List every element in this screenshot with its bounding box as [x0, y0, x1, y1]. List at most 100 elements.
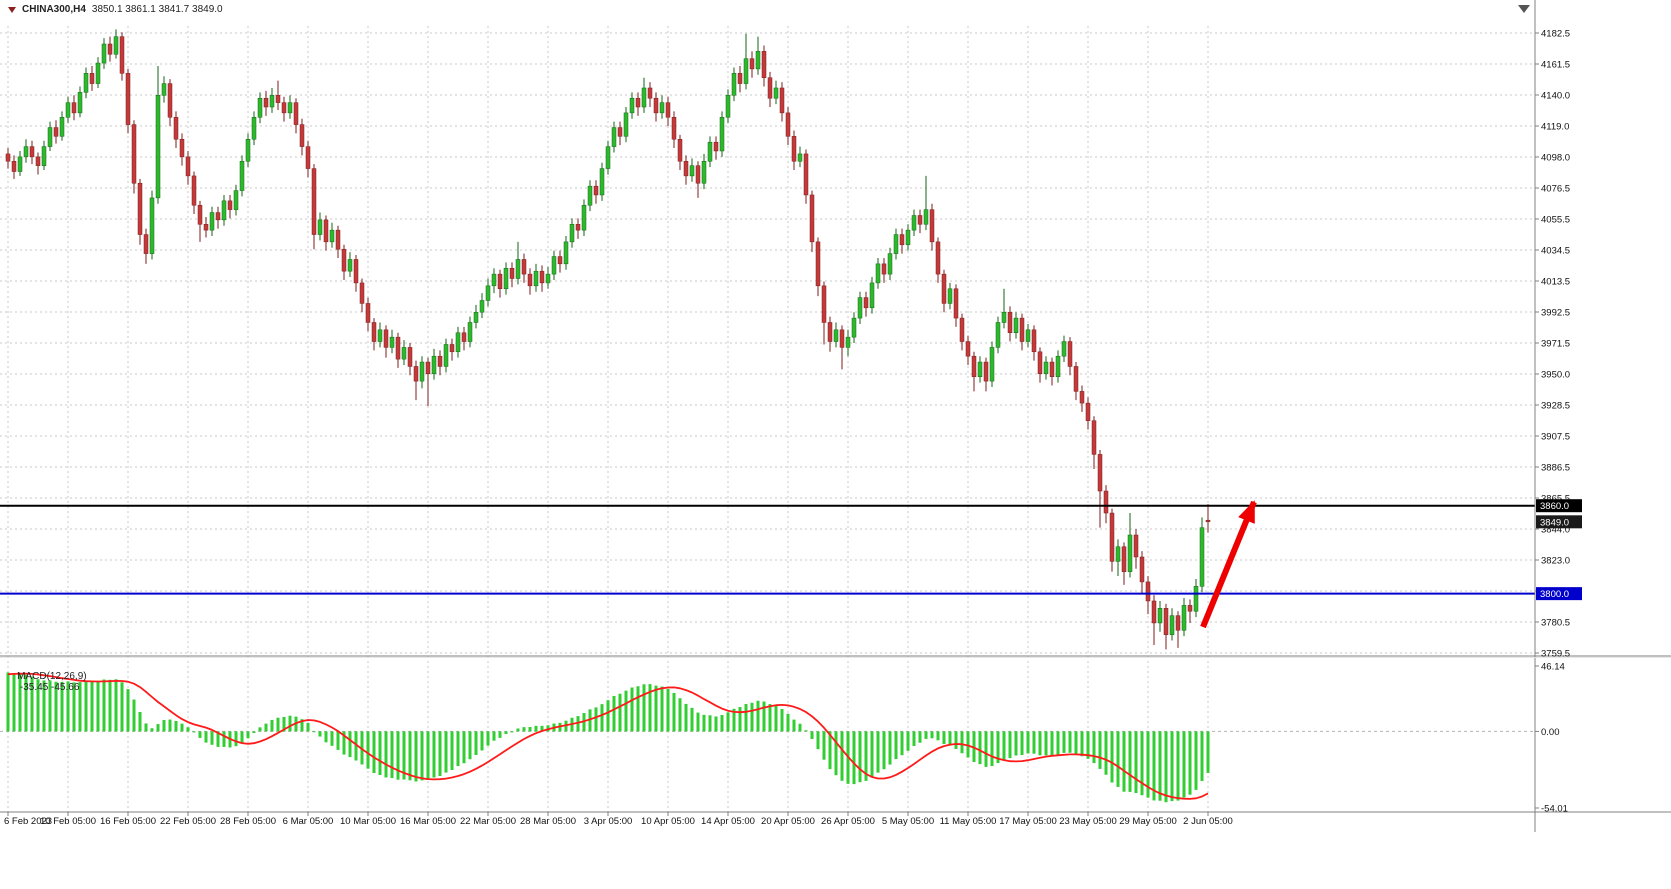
- candle-body: [185, 156, 191, 177]
- candle-body: [575, 224, 581, 231]
- macd-histogram-bar: [582, 713, 586, 732]
- macd-histogram-bar: [426, 731, 430, 780]
- candle-body: [407, 347, 413, 367]
- chart-title: CHINA300,H4 3850.1 3861.1 3841.7 3849.0: [8, 4, 223, 15]
- time-axis-label: 10 Apr 05:00: [641, 816, 695, 827]
- candle-body: [239, 161, 245, 191]
- candle-body: [323, 219, 329, 243]
- time-axis-label: 6 Feb 2023: [4, 816, 52, 827]
- macd-histogram-bar: [906, 731, 910, 751]
- macd-histogram-bar: [636, 686, 640, 732]
- macd-histogram-bar: [768, 704, 772, 732]
- macd-histogram-bar: [678, 698, 682, 732]
- macd-histogram-bar: [996, 731, 1000, 764]
- macd-histogram-bar: [156, 724, 160, 732]
- candle-body: [857, 297, 863, 319]
- time-axis-label: 17 May 05:00: [999, 816, 1057, 827]
- bid-price-badge[interactable]: [1536, 515, 1582, 529]
- candle-body: [761, 51, 767, 78]
- time-axis-label: 10 Mar 05:00: [340, 816, 396, 827]
- macd-histogram-bar: [888, 731, 892, 765]
- time-axis-label: 23 May 05:00: [1059, 816, 1117, 827]
- macd-histogram-bar: [366, 731, 370, 769]
- macd-histogram-bar: [42, 680, 46, 732]
- candle-body: [737, 73, 743, 84]
- candle-body: [233, 190, 239, 210]
- candle-body: [35, 156, 41, 166]
- bid-price-badge-label: 3849.0: [1540, 517, 1569, 528]
- candle-body: [1157, 608, 1163, 624]
- candle-body: [1121, 546, 1127, 572]
- macd-histogram-bar: [396, 731, 400, 780]
- candle-body: [527, 273, 533, 287]
- macd-histogram-bar: [414, 731, 418, 782]
- chart-dropdown-icon[interactable]: [8, 6, 16, 13]
- macd-histogram-bar: [252, 731, 256, 733]
- candle-body: [41, 146, 47, 166]
- macd-histogram-bar: [708, 715, 712, 732]
- macd-histogram-bar: [504, 731, 508, 735]
- macd-histogram-bar: [672, 692, 676, 732]
- price-axis-label: 3865.5: [1541, 494, 1570, 505]
- time-axis-label: 22 Feb 05:00: [160, 816, 216, 827]
- hline-3800.0-badge[interactable]: [1536, 587, 1582, 601]
- macd-name: MACD(12,26,9): [17, 671, 87, 682]
- trend-arrow[interactable]: [1200, 500, 1257, 629]
- macd-histogram-bar: [420, 731, 424, 781]
- price-axis-label: 4182.5: [1541, 29, 1570, 40]
- macd-histogram-bar: [348, 731, 352, 758]
- macd-histogram-bar: [258, 727, 262, 732]
- candle-body: [173, 117, 179, 140]
- candle-body: [113, 36, 119, 55]
- macd-histogram-bar: [1158, 731, 1162, 801]
- candle-body: [1013, 317, 1019, 333]
- candle-body: [479, 300, 485, 313]
- macd-histogram-bar: [330, 731, 334, 746]
- candle-body: [743, 58, 749, 84]
- candle-body: [95, 62, 101, 84]
- candle-body: [317, 219, 323, 235]
- chart-shift-marker-icon[interactable]: [1518, 5, 1530, 13]
- candle-body: [719, 117, 725, 152]
- macd-histogram-bar: [876, 731, 880, 773]
- macd-histogram-bar: [750, 702, 754, 732]
- candle-body: [731, 73, 737, 96]
- macd-histogram-bar: [1026, 731, 1030, 754]
- macd-histogram-bar: [1074, 731, 1078, 755]
- candle-body: [437, 355, 443, 367]
- candle-body: [869, 282, 875, 309]
- macd-histogram-bar: [264, 723, 268, 732]
- macd-histogram-bar: [360, 731, 364, 765]
- candle-body: [785, 112, 791, 137]
- candle-body: [335, 229, 341, 250]
- macd-histogram-bar: [840, 731, 844, 781]
- candle-body: [641, 87, 647, 108]
- macd-histogram-bar: [732, 708, 736, 732]
- candle-body: [53, 127, 59, 137]
- macd-histogram-bar: [6, 672, 10, 732]
- candle-body: [659, 102, 665, 114]
- hline-3860.0-badge[interactable]: [1536, 499, 1582, 513]
- candle-body: [1169, 615, 1175, 635]
- candle-body: [791, 136, 797, 162]
- time-axis-label: 28 Feb 05:00: [220, 816, 276, 827]
- macd-histogram-bar: [1092, 731, 1096, 764]
- candle-body: [989, 347, 995, 382]
- candle-body: [137, 182, 143, 235]
- macd-histogram-bar: [804, 730, 808, 732]
- candle-body: [617, 127, 623, 137]
- macd-histogram-bar: [216, 731, 220, 747]
- candle-body: [917, 215, 923, 225]
- macd-histogram-bar: [198, 731, 202, 738]
- macd-histogram-bar: [168, 719, 172, 732]
- macd-histogram-bar: [870, 731, 874, 778]
- candle-body: [863, 297, 869, 309]
- candle-body: [821, 285, 827, 323]
- macd-histogram-bar: [948, 731, 952, 746]
- candle-body: [1073, 366, 1079, 392]
- price-axis-label: 3759.5: [1541, 649, 1570, 660]
- candle-body: [515, 259, 521, 279]
- price-axis-label: 4161.5: [1541, 60, 1570, 71]
- candle-body: [569, 224, 575, 243]
